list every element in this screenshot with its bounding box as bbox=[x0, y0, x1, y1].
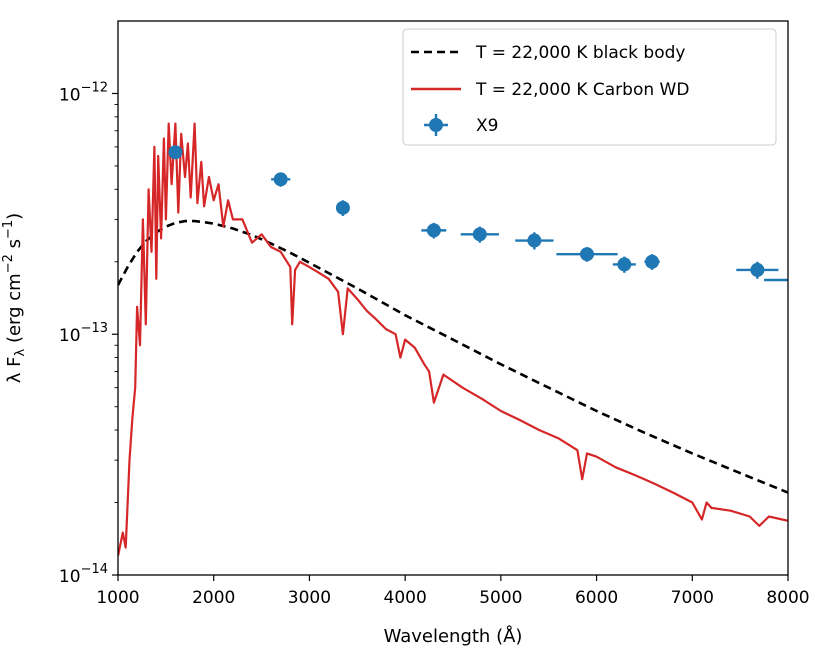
x9-marker bbox=[472, 227, 487, 242]
x-tick-label: 7000 bbox=[671, 588, 714, 608]
x9-point bbox=[612, 256, 636, 273]
x9-point bbox=[556, 247, 618, 262]
x9-point bbox=[460, 226, 499, 243]
x9-marker bbox=[580, 247, 594, 262]
series-line-1 bbox=[118, 122, 788, 557]
x9-point bbox=[515, 232, 554, 250]
legend-blackbody-label: T = 22,000 K black body bbox=[475, 43, 685, 63]
y-tick-label: 10−13 bbox=[59, 321, 108, 346]
y-axis: 10−14 10−13 10−12 bbox=[59, 80, 118, 587]
legend-carbon-wd-label: T = 22,000 K Carbon WD bbox=[475, 80, 689, 100]
x9-point bbox=[736, 261, 779, 279]
x-tick-label: 2000 bbox=[192, 588, 235, 608]
y-tick-label: 10−12 bbox=[59, 80, 108, 105]
x9-point bbox=[335, 200, 350, 216]
legend: T = 22,000 K black body T = 22,000 K Car… bbox=[402, 28, 777, 146]
x-tick-label: 5000 bbox=[479, 588, 522, 608]
x9-marker bbox=[527, 233, 542, 248]
x-axis: 1000 2000 3000 4000 5000 6000 7000 8000 bbox=[96, 575, 810, 608]
legend-x9-label: X9 bbox=[476, 116, 498, 136]
x9-marker bbox=[750, 262, 765, 277]
x9-point bbox=[644, 254, 660, 270]
y-axis-label: λ Fλ (erg cm−2 s−1) bbox=[1, 213, 28, 383]
x-tick-label: 1000 bbox=[96, 588, 139, 608]
x-tick-label: 6000 bbox=[575, 588, 618, 608]
x-tick-label: 4000 bbox=[384, 588, 427, 608]
y-tick-label: 10−14 bbox=[59, 562, 108, 587]
x9-marker bbox=[335, 200, 350, 215]
x9-point bbox=[168, 145, 183, 160]
x9-marker bbox=[273, 172, 288, 187]
x9-marker bbox=[426, 223, 441, 238]
x9-marker bbox=[617, 257, 632, 272]
x-axis-label: Wavelength (Å) bbox=[384, 625, 523, 647]
x-tick-label: 3000 bbox=[288, 588, 331, 608]
plot-frame bbox=[117, 20, 789, 576]
x9-marker bbox=[645, 254, 660, 269]
x9-point bbox=[271, 172, 291, 187]
legend-box bbox=[402, 28, 777, 146]
x-tick-label: 8000 bbox=[766, 588, 809, 608]
x9-point bbox=[421, 222, 447, 239]
x9-marker bbox=[168, 145, 183, 160]
legend-x9-marker bbox=[429, 118, 443, 132]
plot-content bbox=[118, 122, 788, 557]
